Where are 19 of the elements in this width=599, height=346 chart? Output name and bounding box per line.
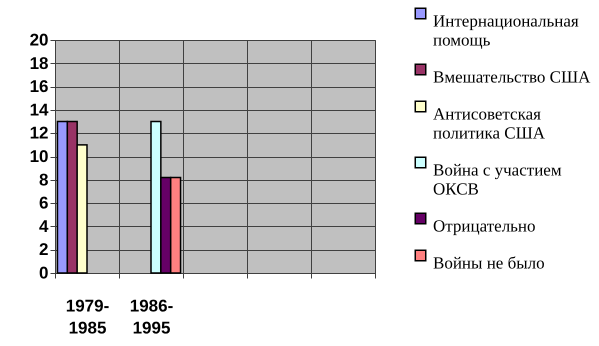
legend-label: Вмешательство США [433,68,592,86]
y-tick-label: 6 [39,194,48,213]
y-tick-label: 16 [30,77,48,96]
legend-label: Отрицательно [433,216,536,236]
y-tick-label: 0 [39,264,48,282]
y-tick-label: 12 [30,124,48,143]
x-tick-label: 1979-1985 [66,296,110,338]
y-tick-label: 14 [30,100,50,120]
y-tick-label: 8 [39,170,48,190]
y-tick-label: 18 [30,54,48,73]
legend-label: Войны не было [433,254,545,272]
y-tick-label: 10 [30,147,48,166]
legend-label: Антисоветская политика США [433,104,546,142]
y-tick-label: 2 [39,240,48,260]
x-tick-label: 1986-1995 [130,296,174,338]
y-tick-label: 20 [30,30,48,50]
legend-label: Интернациональная помощь [433,12,579,50]
legend-label: Война с участием ОКСВ [433,160,562,198]
y-tick-label: 4 [39,216,50,236]
